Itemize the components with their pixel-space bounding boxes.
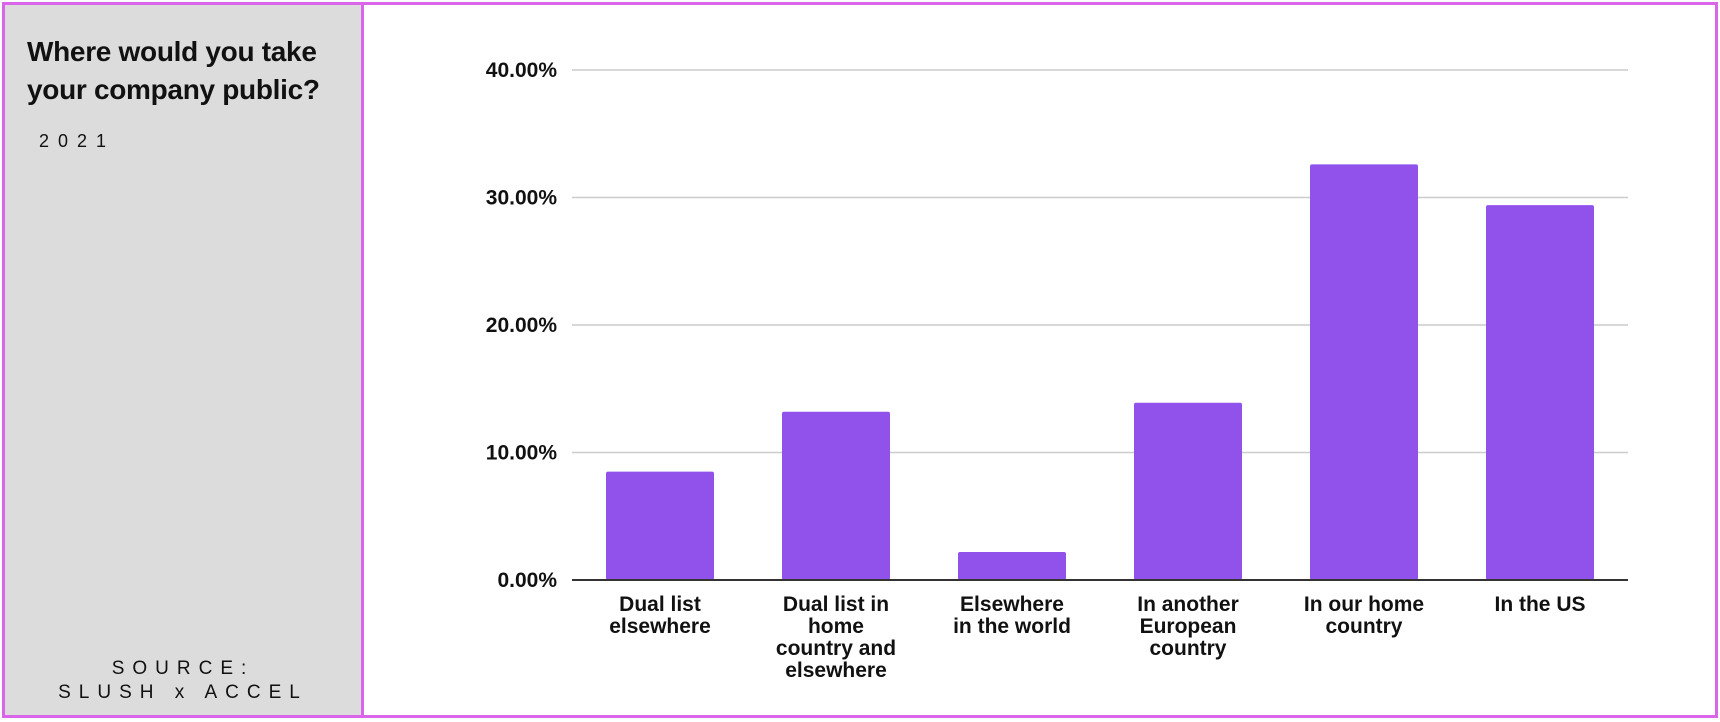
y-tick-label: 0.00% — [497, 569, 557, 592]
bar — [1310, 164, 1418, 580]
sidebar-panel: Where would you take your company public… — [5, 5, 364, 715]
y-tick-label: 30.00% — [486, 187, 558, 210]
x-tick-label: Elsewhere in the world — [953, 593, 1071, 638]
source-label: SOURCE: — [111, 658, 255, 679]
source-name: SLUSH x ACCEL — [58, 682, 308, 703]
chart-title: Where would you take your company public… — [27, 36, 320, 105]
bar — [606, 471, 714, 580]
bar — [782, 411, 890, 580]
source-note: SOURCE: SLUSH x ACCEL — [5, 657, 361, 705]
y-tick-label: 10.00% — [486, 442, 558, 465]
x-tick-label: In another European country — [1137, 593, 1239, 660]
x-tick-label: In the US — [1494, 593, 1585, 616]
bar — [1134, 402, 1242, 580]
x-tick-label: In our home country — [1304, 593, 1424, 638]
y-tick-label: 40.00% — [486, 59, 558, 82]
chart-year: 2021 — [39, 131, 116, 151]
x-tick-label: Dual list elsewhere — [609, 593, 711, 638]
bar — [958, 551, 1066, 580]
bar — [1486, 205, 1594, 580]
y-tick-label: 20.00% — [486, 314, 558, 337]
x-tick-label: Dual list in home country and elsewhere — [776, 593, 896, 682]
